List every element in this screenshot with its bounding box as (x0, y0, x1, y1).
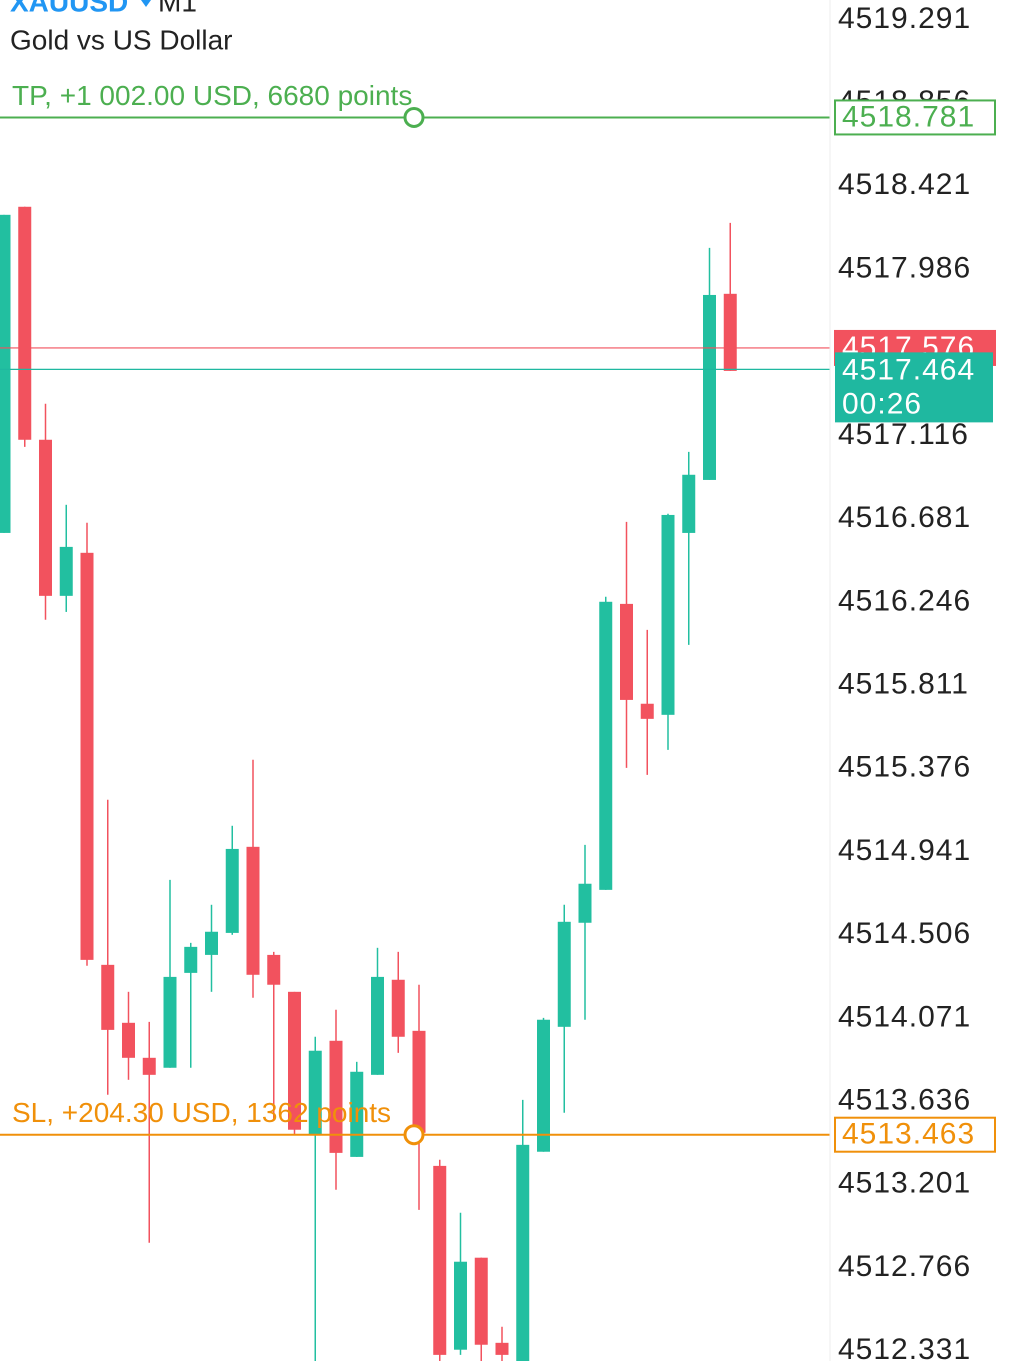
y-tick-label: 4514.071 (838, 1000, 971, 1033)
sl-price-box (834, 1116, 996, 1153)
candle-body (578, 883, 592, 923)
sl-label: SL, +204.30 USD, 1362 points (12, 1097, 391, 1128)
y-tick-label: 4516.246 (838, 584, 971, 617)
y-tick-label: 4515.811 (838, 667, 969, 700)
candle-body (18, 206, 32, 440)
candle-body (122, 1022, 135, 1058)
tp-price: 4518.781 (842, 100, 975, 133)
candle-body (0, 214, 11, 533)
y-tick-label: 4513.201 (838, 1167, 971, 1200)
candle-body (205, 931, 218, 955)
candle-body (371, 976, 384, 1075)
y-tick-label: 4514.941 (838, 834, 971, 867)
candle-body (39, 439, 52, 596)
symbol[interactable]: XAUUSD (10, 0, 128, 17)
sl-price: 4513.463 (842, 1118, 975, 1151)
candle-body (80, 552, 94, 960)
bid-timer: 00:26 (842, 387, 922, 420)
sl-handle (403, 1124, 425, 1146)
y-tick-label: 4512.331 (838, 1333, 971, 1361)
candle-body (246, 846, 260, 975)
y-tick-label: 4512.766 (838, 1250, 971, 1283)
y-tick-label: 4516.681 (838, 501, 971, 534)
candle-body (640, 703, 654, 719)
candle-body (661, 514, 675, 715)
candle-body (412, 1030, 426, 1133)
y-tick-label: 4515.376 (838, 751, 971, 784)
candle-body (495, 1342, 509, 1355)
candles (0, 206, 737, 1361)
candle-body (329, 1040, 343, 1153)
y-tick-label: 4519.291 (838, 2, 971, 35)
y-tick-label: 4513.636 (838, 1084, 971, 1117)
candle-body (599, 601, 613, 890)
y-tick-label: 4517.986 (838, 251, 971, 284)
tp-label: TP, +1 002.00 USD, 6680 points (12, 80, 412, 111)
candle-body (59, 546, 73, 596)
candle-body (391, 979, 405, 1037)
candle-body (433, 1165, 447, 1355)
candle-body (682, 474, 696, 533)
candle-body (225, 848, 239, 933)
dropdown-arrow[interactable] (141, 0, 151, 7)
candle-body (620, 603, 633, 700)
candle-body (454, 1261, 467, 1350)
tp-handle (403, 106, 425, 128)
candle-body (142, 1057, 156, 1075)
candle-body (557, 921, 571, 1027)
candle-body (267, 954, 281, 985)
candle-body (184, 946, 198, 973)
candle-body (516, 1144, 530, 1361)
candle-body (288, 991, 301, 1130)
tp-price-box (834, 99, 996, 136)
bid-price-box (835, 352, 993, 423)
levels: TP, +1 002.00 USD, 6680 points SL, +204.3… (0, 80, 830, 1146)
y-tick-label: 4514.506 (838, 917, 971, 950)
candle-body (723, 293, 737, 371)
candle-body (163, 976, 177, 1068)
timeframe[interactable]: M1 (158, 0, 197, 17)
instrument-title: Gold vs US Dollar (10, 24, 233, 55)
bid-price: 4517.464 (842, 353, 975, 386)
y-tick-label: 4517.116 (838, 418, 969, 451)
candle-body (101, 964, 115, 1030)
candle-body (474, 1257, 488, 1345)
candle-body (308, 1050, 322, 1135)
candle-body (537, 1019, 550, 1152)
y-tick-label: 4518.421 (838, 168, 971, 201)
candle-body (703, 294, 716, 480)
